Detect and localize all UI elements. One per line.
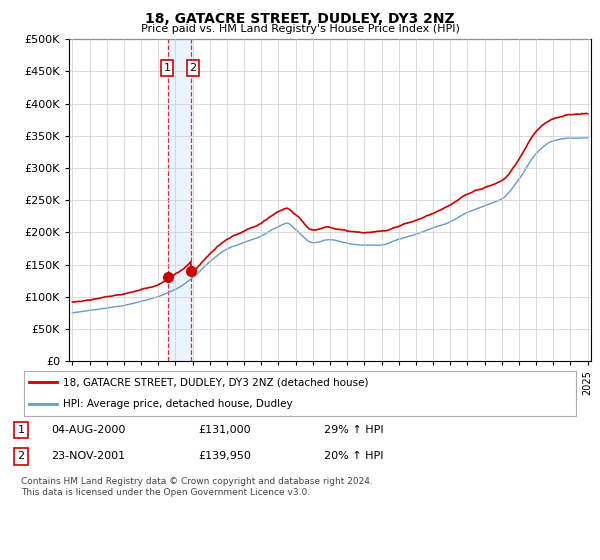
Text: 2: 2 xyxy=(17,451,25,461)
Text: Contains HM Land Registry data © Crown copyright and database right 2024.
This d: Contains HM Land Registry data © Crown c… xyxy=(21,477,373,497)
Text: 18, GATACRE STREET, DUDLEY, DY3 2NZ (detached house): 18, GATACRE STREET, DUDLEY, DY3 2NZ (det… xyxy=(63,377,368,388)
Text: 04-AUG-2000: 04-AUG-2000 xyxy=(51,425,125,435)
Text: 23-NOV-2001: 23-NOV-2001 xyxy=(51,451,125,461)
Text: 2: 2 xyxy=(190,63,196,73)
Text: 18, GATACRE STREET, DUDLEY, DY3 2NZ: 18, GATACRE STREET, DUDLEY, DY3 2NZ xyxy=(145,12,455,26)
Text: 29% ↑ HPI: 29% ↑ HPI xyxy=(324,425,383,435)
FancyBboxPatch shape xyxy=(24,371,577,416)
Bar xyxy=(169,39,191,361)
Text: £139,950: £139,950 xyxy=(198,451,251,461)
Text: 1: 1 xyxy=(163,63,170,73)
Text: HPI: Average price, detached house, Dudley: HPI: Average price, detached house, Dudl… xyxy=(63,399,293,409)
Text: 20% ↑ HPI: 20% ↑ HPI xyxy=(324,451,383,461)
Text: Price paid vs. HM Land Registry's House Price Index (HPI): Price paid vs. HM Land Registry's House … xyxy=(140,24,460,34)
Text: £131,000: £131,000 xyxy=(198,425,251,435)
Text: 1: 1 xyxy=(17,425,25,435)
